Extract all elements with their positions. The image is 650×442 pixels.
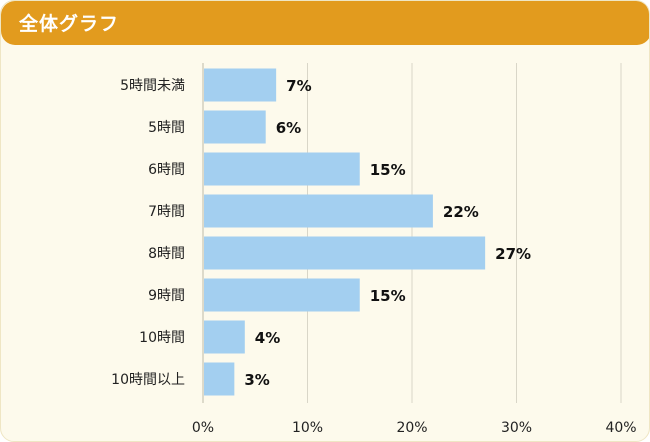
- chart-title: 全体グラフ: [19, 13, 120, 35]
- chart-header: 全体グラフ: [1, 1, 649, 45]
- category-label: 10時間: [139, 330, 185, 346]
- bar: [204, 362, 235, 396]
- bar: [204, 320, 245, 354]
- x-tick-label: 10%: [292, 420, 323, 436]
- data-label: 15%: [370, 161, 406, 179]
- bar: [204, 68, 277, 102]
- category-label: 6時間: [148, 162, 185, 178]
- data-label: 3%: [244, 371, 269, 389]
- data-label: 15%: [370, 287, 406, 305]
- bar: [204, 110, 266, 144]
- bar: [204, 278, 360, 312]
- x-tick-label: 40%: [605, 420, 636, 436]
- data-label: 6%: [276, 119, 301, 137]
- data-label: 7%: [286, 77, 311, 95]
- x-tick-label: 20%: [396, 420, 427, 436]
- category-label: 7時間: [148, 204, 185, 220]
- category-label: 5時間未満: [120, 78, 185, 94]
- category-label: 5時間: [148, 120, 185, 136]
- bar: [204, 152, 360, 186]
- category-label: 8時間: [148, 246, 185, 262]
- data-label: 27%: [495, 245, 531, 263]
- category-label: 10時間以上: [111, 372, 185, 388]
- category-label: 9時間: [148, 288, 185, 304]
- bar: [204, 236, 486, 270]
- bar: [204, 194, 433, 228]
- x-tick-label: 0%: [192, 420, 214, 436]
- x-tick-label: 30%: [501, 420, 532, 436]
- data-label: 22%: [443, 203, 479, 221]
- data-label: 4%: [255, 329, 280, 347]
